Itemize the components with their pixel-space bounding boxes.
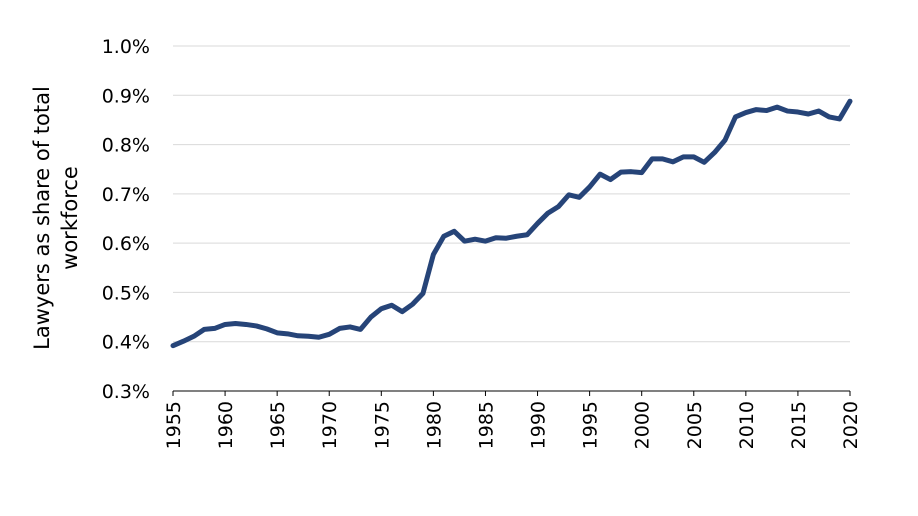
x-tick-label: 2020 bbox=[840, 401, 862, 449]
y-tick-label: 1.0% bbox=[102, 36, 150, 58]
y-tick-label: 0.4% bbox=[102, 332, 150, 354]
x-tick-label: 1995 bbox=[580, 401, 602, 449]
y-axis-label-line: Lawyers as share of total bbox=[30, 86, 54, 350]
y-tick-label: 0.8% bbox=[102, 135, 150, 157]
x-tick-label: 1970 bbox=[319, 401, 341, 449]
y-tick-label: 0.9% bbox=[102, 85, 150, 107]
x-tick-label: 1990 bbox=[528, 401, 550, 449]
x-tick-label: 2015 bbox=[788, 401, 810, 449]
series-layer bbox=[170, 98, 853, 349]
y-tick-labels: 0.3% 0.4% 0.5% 0.6% 0.7% 0.8% 0.9% 1.0% bbox=[102, 36, 150, 403]
y-tick-label: 0.6% bbox=[102, 233, 150, 255]
series-line bbox=[170, 98, 853, 349]
y-tick-label: 0.3% bbox=[102, 381, 150, 403]
x-tick-label: 1985 bbox=[475, 401, 497, 449]
x-tick-label: 2005 bbox=[684, 401, 706, 449]
gridlines bbox=[173, 45, 850, 343]
x-tick-label: 1955 bbox=[163, 401, 185, 449]
x-tick-label: 2010 bbox=[736, 401, 758, 449]
axes bbox=[172, 390, 851, 396]
x-tick-labels: 1955 1960 1965 1970 1975 1980 1985 1990 1995 2000… bbox=[163, 401, 862, 449]
x-tick-label: 1980 bbox=[423, 401, 445, 449]
x-tick-label: 2000 bbox=[632, 401, 654, 449]
x-tick-label: 1975 bbox=[371, 401, 393, 449]
x-tick-label: 1960 bbox=[215, 401, 237, 449]
y-tick-label: 0.5% bbox=[102, 282, 150, 304]
y-axis-label: Lawyers as share of total workforce bbox=[30, 86, 82, 350]
y-tick-label: 0.7% bbox=[102, 184, 150, 206]
x-tick-label: 1965 bbox=[267, 401, 289, 449]
y-axis-label-line: workforce bbox=[58, 166, 82, 270]
